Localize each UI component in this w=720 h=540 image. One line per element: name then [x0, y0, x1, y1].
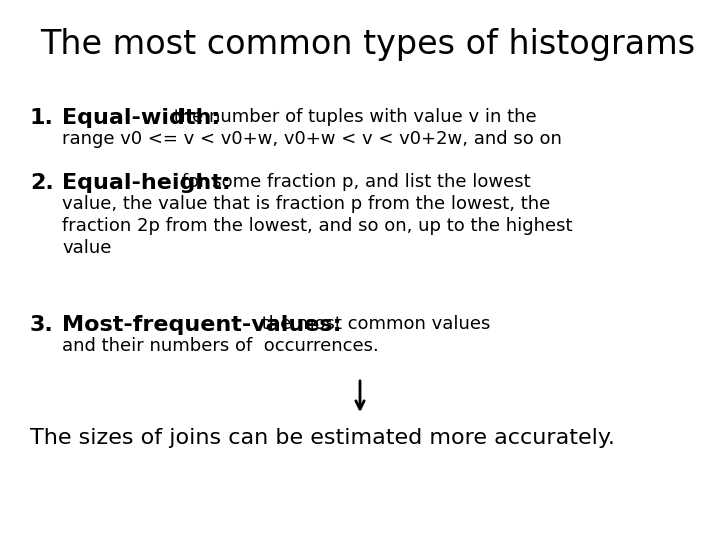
Text: value, the value that is fraction p from the lowest, the: value, the value that is fraction p from…: [62, 195, 550, 213]
Text: the most common values: the most common values: [256, 315, 490, 333]
Text: fraction 2p from the lowest, and so on, up to the highest: fraction 2p from the lowest, and so on, …: [62, 217, 572, 235]
Text: 3.: 3.: [30, 315, 54, 335]
Text: 1.: 1.: [30, 108, 54, 128]
Text: Equal-height:: Equal-height:: [62, 173, 230, 193]
Text: Most-frequent-values:: Most-frequent-values:: [62, 315, 341, 335]
Text: Equal-width:: Equal-width:: [62, 108, 220, 128]
Text: The sizes of joins can be estimated more accurately.: The sizes of joins can be estimated more…: [30, 428, 615, 448]
Text: and their numbers of  occurrences.: and their numbers of occurrences.: [62, 337, 379, 355]
Text: for some fraction p, and list the lowest: for some fraction p, and list the lowest: [176, 173, 531, 191]
Text: value: value: [62, 239, 112, 257]
Text: 2.: 2.: [30, 173, 54, 193]
Text: range v0 <= v < v0+w, v0+w < v < v0+2w, and so on: range v0 <= v < v0+w, v0+w < v < v0+2w, …: [62, 130, 562, 148]
Text: the number of tuples with value v in the: the number of tuples with value v in the: [168, 108, 536, 126]
Text: The most common types of histograms: The most common types of histograms: [40, 28, 695, 61]
